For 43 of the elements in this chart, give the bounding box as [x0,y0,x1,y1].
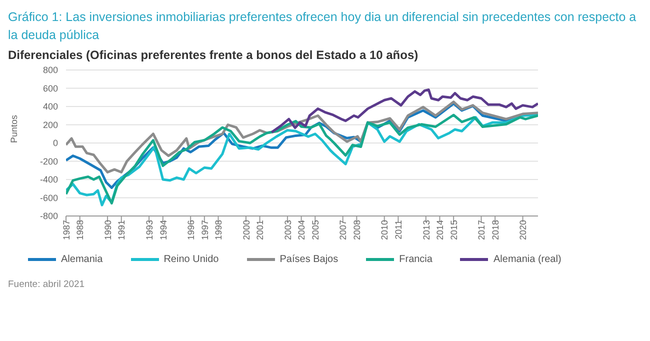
legend-label: Alemania (real) [493,254,562,265]
y-tick-label: -800 [40,211,58,222]
legend-label: Francia [399,254,432,265]
x-tick-label: 2008 [352,220,362,240]
y-tick-label: 800 [42,65,58,76]
x-tick-label: 2013 [421,220,432,240]
x-tick-label: 1997 [200,220,210,240]
x-tick-label: 1987 [61,220,72,240]
x-tick-label: 2000 [241,220,252,240]
x-tick-label: 2003 [282,220,293,240]
x-tick-label: 2020 [518,220,528,240]
x-tick-label: 1993 [144,220,154,240]
y-tick-label: -200 [40,156,58,166]
x-tick-label: 2018 [490,220,500,240]
x-tick-label: 1994 [158,220,168,240]
y-axis-title: Puntos [9,114,20,143]
y-tick-label: 400 [42,102,58,112]
x-tick-label: 1988 [75,220,86,240]
legend-label: Alemania [61,254,103,265]
legend-label: Países Bajos [280,254,338,265]
chart-title: Gráfico 1: Las inversiones inmobiliarias preferentes ofrecen hoy dia un diferencial sin precedentes con respecto a la deuda pública [8,9,638,44]
y-tick-label: -400 [40,174,58,185]
x-tick-label: 2007 [338,220,348,240]
x-tick-label: 1990 [102,220,113,240]
x-tick-label: 2017 [476,220,487,240]
x-tick-label: 2004 [296,220,307,240]
x-tick-label: 2005 [310,220,321,240]
x-tick-label: 1991 [116,220,127,240]
x-tick-label: 2014 [435,220,446,240]
x-tick-label: 2015 [448,220,459,240]
source-note: Fuente: abril 2021 [8,279,86,290]
x-tick-label: 2011 [394,220,404,240]
x-tick-label: 1996 [186,220,196,240]
legend-label: Reino Unido [164,254,219,265]
y-tick-label: -600 [40,192,58,203]
y-tick-label: 0 [52,138,58,148]
x-tick-label: 1998 [214,220,224,240]
chart-subtitle: Diferenciales (Oficinas preferentes frente a bonos del Estado a 10 años) [8,48,420,62]
y-tick-label: 200 [42,120,58,130]
y-tick-label: 600 [42,83,58,94]
x-tick-label: 2010 [380,220,390,240]
line-series [270,88,538,134]
x-tick-label: 2001 [255,220,266,240]
